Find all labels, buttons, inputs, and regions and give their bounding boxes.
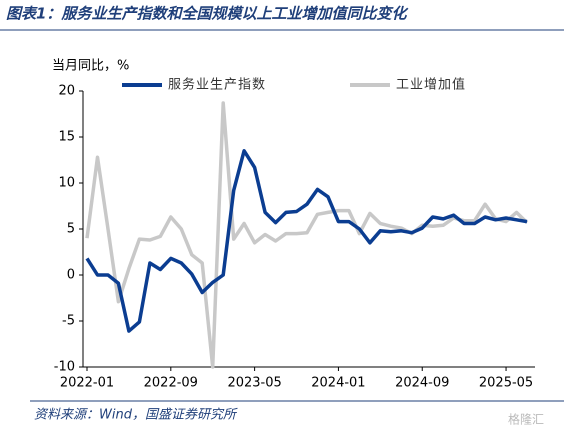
watermark: 格隆汇 xyxy=(508,412,544,427)
y-tick-label: 20 xyxy=(58,84,75,99)
x-tick-label: 2022-01 xyxy=(60,376,114,391)
y-tick-label: -5 xyxy=(62,314,75,329)
y-tick-label: 0 xyxy=(67,268,75,283)
x-tick-label: 2022-09 xyxy=(144,376,198,391)
x-tick-label: 2025-05 xyxy=(479,376,533,391)
y-tick-label: 10 xyxy=(58,176,75,191)
source: 资料来源：Wind，国盛证券研究所 xyxy=(34,407,238,423)
legend-label: 工业增加值 xyxy=(396,77,466,93)
y-tick-label: 15 xyxy=(58,130,75,145)
series-line xyxy=(85,101,529,369)
y-tick-label: -10 xyxy=(54,360,75,375)
x-tick-label: 2023-05 xyxy=(227,376,281,391)
chart-title: 图表1：服务业生产指数和全国规模以上工业增加值同比变化 xyxy=(6,5,408,23)
x-tick-label: 2024-09 xyxy=(395,376,449,391)
x-tick-label: 2024-01 xyxy=(311,376,365,391)
legend-label: 服务业生产指数 xyxy=(168,77,266,93)
series-line xyxy=(85,149,528,333)
y-axis-label: 当月同比，% xyxy=(52,59,129,74)
y-tick-label: 5 xyxy=(67,222,75,237)
